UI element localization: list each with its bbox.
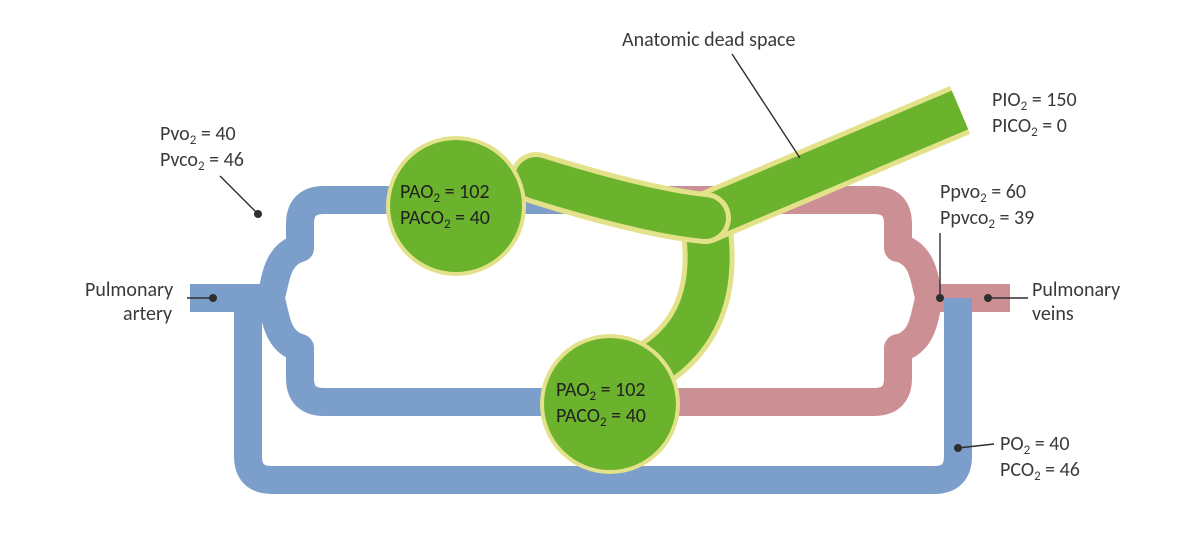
diagram-canvas: Anatomic dead spacePulmonaryarteryPulmon…: [0, 0, 1200, 553]
value-inspired-co2: PICO2 = 0: [992, 114, 1067, 140]
value-pulmvein-o2: Ppvo2 = 60: [940, 180, 1026, 206]
value-alveolar-top-o2: PAO2 = 102: [400, 180, 489, 206]
value-inspired-o2: PIO2 = 150: [992, 88, 1077, 114]
svg-text:artery: artery: [123, 302, 172, 326]
label-deadspace: Anatomic dead space: [622, 28, 796, 52]
value-venous-o2: Pvo2 = 40: [160, 122, 236, 148]
value-pulmvein-co2: Ppvco2 = 39: [940, 206, 1034, 232]
value-shunt-o2: PO2 = 40: [1000, 432, 1069, 458]
svg-text:veins: veins: [1032, 302, 1074, 326]
value-venous-co2: Pvco2 = 46: [160, 148, 244, 174]
svg-text:Pulmonary: Pulmonary: [1032, 278, 1120, 302]
value-alveolar-bot-o2: PAO2 = 102: [556, 378, 645, 404]
svg-text:Pulmonary: Pulmonary: [85, 278, 173, 302]
value-shunt-co2: PCO2 = 46: [1000, 458, 1080, 484]
